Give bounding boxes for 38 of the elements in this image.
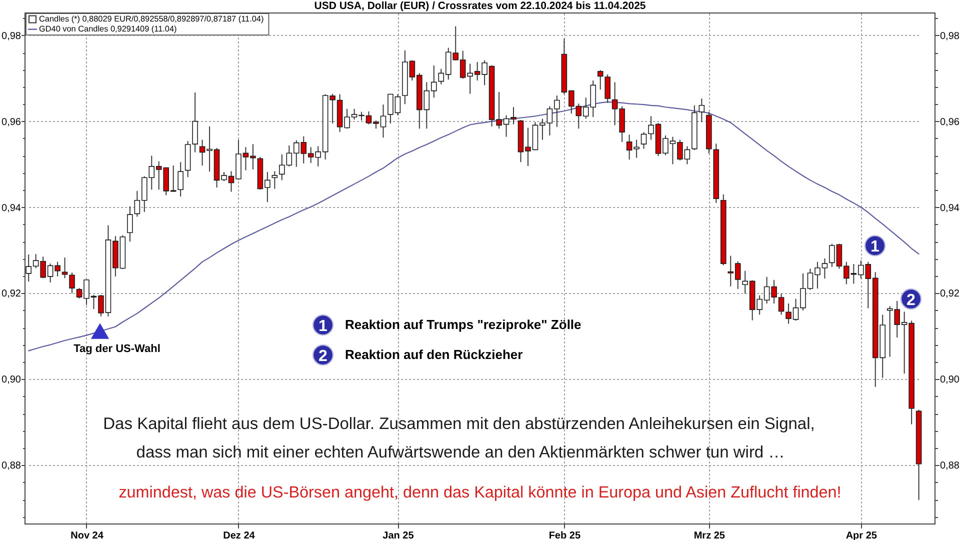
y-tick-label: 0,98 xyxy=(2,30,22,42)
annotation: Reaktion auf Trumps "reziproke" Zölle xyxy=(345,317,582,332)
annotation: dass man sich mit einer echten Aufwärtswende an den Aktienmärkten schwer tun wird … xyxy=(136,444,785,462)
y2-tick-label: 0,88 xyxy=(940,460,960,472)
y-tick-label: 0,96 xyxy=(2,116,22,128)
candlestick xyxy=(127,206,133,242)
x-tick-label: Dez 24 xyxy=(223,530,256,540)
y2-tick-label: 0,90 xyxy=(940,374,960,386)
annotation: Das Kapital flieht aus dem US-Dollar. Zusammen mit den abstürzenden Anleihekursen ein Signal, xyxy=(103,415,815,433)
annotation: Tag der US-Wahl xyxy=(74,343,160,355)
candlestick xyxy=(640,132,647,150)
chart-title: USD USA, Dollar (EUR) / Crossrates vom 22.10.2024 bis 11.04.2025 xyxy=(314,0,646,12)
text: Candles (*) 0,88029 EUR/0,892558/0,892897/0,87187 (11.04) xyxy=(39,14,264,24)
candlestick xyxy=(604,74,610,104)
legend-label: GD40 von Candles 0,9291409 (11.04) xyxy=(39,24,178,34)
x-tick-label: Jan 25 xyxy=(382,530,414,540)
annotation: zumindest, was die US-Börsen angeht, denn das Kapital könnte in Europa und Asien Zuflucht finden! xyxy=(118,484,842,502)
y2-tick-label: 0,96 xyxy=(940,116,960,128)
y-tick-label: 0,92 xyxy=(2,288,22,300)
annotation: 1 xyxy=(318,318,328,335)
x-tick-label: Feb 25 xyxy=(548,530,581,540)
annotation: 2 xyxy=(318,348,328,365)
annotation: 2 xyxy=(906,292,916,309)
annotation: 1 xyxy=(870,238,880,256)
candlestick xyxy=(272,170,278,190)
candlestick xyxy=(597,70,604,90)
x-tick-label: Mrz 25 xyxy=(694,530,726,540)
candlestick xyxy=(698,98,705,123)
annotation: Reaktion auf den Rückzieher xyxy=(345,347,523,362)
y-tick-label: 0,94 xyxy=(2,202,22,214)
candlestick xyxy=(69,272,75,294)
y-tick-label: 0,88 xyxy=(2,460,22,472)
x-tick-label: Nov 24 xyxy=(70,530,104,540)
candlestick xyxy=(178,162,184,198)
y2-tick-label: 0,92 xyxy=(940,288,960,300)
y2-tick-label: 0,94 xyxy=(940,202,960,214)
y-tick-label: 0,90 xyxy=(2,374,22,386)
y2-tick-label: 0,98 xyxy=(940,30,960,42)
